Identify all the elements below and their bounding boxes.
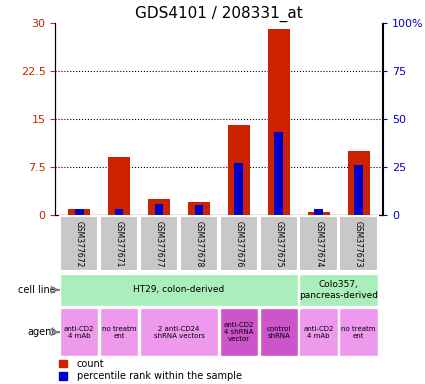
Bar (260, 216, 298, 271)
Bar (60, 274, 298, 306)
Bar (180, 216, 218, 271)
Bar (195, 205, 203, 215)
Bar (188, 202, 210, 215)
Bar (354, 165, 363, 215)
Bar (59, 360, 67, 367)
Bar (68, 209, 90, 215)
Bar (300, 308, 338, 356)
Text: GSM377672: GSM377672 (75, 221, 84, 267)
Bar (235, 163, 243, 215)
Bar (260, 308, 298, 356)
Bar (100, 308, 138, 356)
Bar (340, 308, 378, 356)
Bar (275, 132, 283, 215)
Bar (140, 308, 218, 356)
Bar (314, 209, 323, 215)
Bar (115, 209, 124, 215)
Bar (75, 209, 84, 215)
Text: 2 anti-CD24
shRNA vectors: 2 anti-CD24 shRNA vectors (153, 326, 204, 339)
Text: control
shRNA: control shRNA (266, 326, 291, 339)
Text: GSM377671: GSM377671 (115, 221, 124, 267)
Text: anti-CD2
4 shRNA
vector: anti-CD2 4 shRNA vector (224, 322, 254, 342)
Text: count: count (76, 359, 104, 369)
Text: Colo357,
pancreas-derived: Colo357, pancreas-derived (299, 280, 378, 300)
Bar (268, 30, 290, 215)
Text: GSM377678: GSM377678 (194, 221, 204, 267)
Bar (60, 308, 98, 356)
Text: no treatm
ent: no treatm ent (102, 326, 136, 339)
Text: HT29, colon-derived: HT29, colon-derived (133, 285, 224, 295)
Text: cell line: cell line (18, 285, 56, 295)
Text: anti-CD2
4 mAb: anti-CD2 4 mAb (64, 326, 94, 339)
Text: anti-CD2
4 mAb: anti-CD2 4 mAb (303, 326, 334, 339)
Bar (60, 216, 98, 271)
Bar (140, 216, 178, 271)
Text: GSM377675: GSM377675 (274, 220, 283, 267)
Bar (308, 212, 330, 215)
Bar (155, 204, 163, 215)
Bar (108, 157, 130, 215)
Bar (228, 126, 250, 215)
Bar (59, 372, 67, 380)
Bar (300, 274, 378, 306)
Text: GSM377676: GSM377676 (234, 220, 244, 267)
Bar (100, 216, 138, 271)
Text: GSM377673: GSM377673 (354, 220, 363, 267)
Text: percentile rank within the sample: percentile rank within the sample (76, 371, 241, 381)
Bar (148, 199, 170, 215)
Text: agent: agent (28, 327, 56, 337)
Bar (300, 216, 338, 271)
Text: GSM377677: GSM377677 (155, 220, 164, 267)
Bar (220, 216, 258, 271)
Text: GSM377674: GSM377674 (314, 220, 323, 267)
Text: no treatm
ent: no treatm ent (341, 326, 376, 339)
Bar (348, 151, 369, 215)
Title: GDS4101 / 208331_at: GDS4101 / 208331_at (135, 5, 303, 22)
Bar (340, 216, 378, 271)
Bar (220, 308, 258, 356)
